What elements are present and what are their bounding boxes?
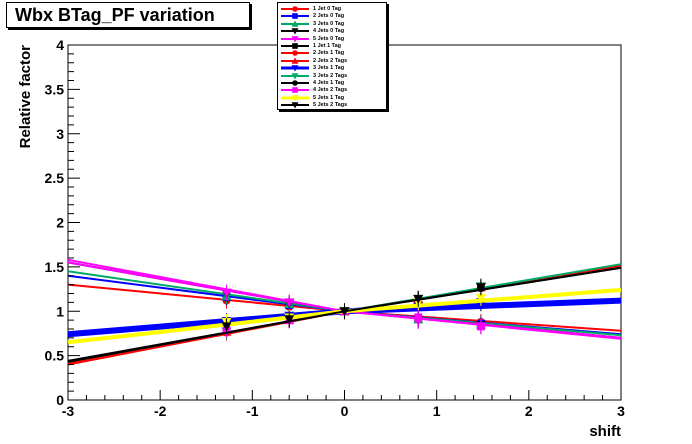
legend-swatch — [281, 43, 309, 49]
y-tick-label: 3 — [56, 126, 64, 142]
legend-swatch — [281, 80, 309, 86]
chart-title-box: Wbx BTag_PF variation — [6, 2, 250, 28]
y-tick-label: 4 — [56, 37, 64, 53]
data-point-marker — [291, 57, 299, 64]
legend-entry: 5 Jets 1 Tag — [278, 94, 386, 102]
legend-entry: 3 Jets 1 Tag — [278, 64, 386, 72]
x-tick-label: 2 — [525, 403, 533, 419]
y-tick-label: 0.5 — [45, 348, 65, 364]
legend-swatch — [281, 65, 309, 72]
data-point-marker — [291, 94, 299, 102]
y-tick-label: 0 — [56, 392, 64, 408]
legend-swatch — [281, 87, 309, 94]
legend-label: 4 Jets 1 Tag — [313, 80, 345, 86]
y-tick-label: 3.5 — [45, 81, 65, 97]
y-tick-label: 2 — [56, 215, 64, 231]
data-point-marker — [292, 50, 298, 57]
x-tick-label: 3 — [617, 403, 625, 419]
legend-entry: 2 Jets 1 Tag — [278, 49, 386, 57]
legend-entry: 2 Jets 0 Tag — [278, 12, 386, 20]
x-tick-label: -3 — [62, 403, 75, 419]
x-tick-label: -1 — [246, 403, 259, 419]
axis-layer: -3 -2 -1 0 1 2 3 0 0.5 1 1.5 2 2.5 3 3.5 4 — [45, 37, 626, 419]
y-axis-label: Relative factor — [17, 45, 34, 149]
data-point-marker — [292, 80, 298, 86]
legend-entry: 4 Jets 0 Tag — [278, 27, 386, 35]
legend-label: 4 Jets 2 Tags — [313, 87, 348, 94]
legend-swatch — [281, 20, 309, 27]
legend-swatch — [281, 50, 309, 57]
x-tick-label: -2 — [154, 403, 167, 419]
data-point-marker — [414, 313, 423, 322]
legend-entry: 5 Jets 2 Tags — [278, 101, 386, 109]
legend-swatch — [281, 72, 309, 80]
legend-label: 2 Jets 0 Tag — [313, 13, 345, 20]
legend-swatch — [281, 13, 309, 20]
legend-swatch — [281, 28, 309, 35]
y-tick-label: 2.5 — [45, 170, 65, 186]
series-layer — [67, 258, 622, 366]
legend-entry: 3 Jets 2 Tags — [278, 72, 386, 80]
data-point-marker — [339, 307, 350, 317]
data-point-marker — [292, 43, 298, 49]
series-13 — [67, 266, 622, 363]
data-point-marker — [292, 6, 298, 12]
data-point-marker — [475, 293, 486, 303]
legend-entry: 3 Jets 0 Tag — [278, 20, 386, 28]
legend: 1 Jet 0 Tag 2 Jets 0 Tag 3 Jets 0 Tag 4 Jet… — [277, 2, 387, 110]
y-tick-label: 1.5 — [45, 259, 65, 275]
data-point-marker — [476, 322, 485, 331]
legend-label: 3 Jets 1 Tag — [313, 65, 345, 72]
data-point-marker — [291, 102, 299, 109]
x-tick-label: 0 — [341, 403, 349, 419]
legend-swatch — [281, 102, 309, 109]
legend-entry: 1 Jet 1 Tag — [278, 42, 386, 50]
data-point-marker — [475, 283, 486, 293]
legend-entry: 4 Jets 2 Tags — [278, 86, 386, 94]
legend-label: 5 Jets 0 Tag — [313, 35, 345, 42]
data-point-marker — [221, 322, 232, 332]
data-point-marker — [291, 72, 299, 80]
legend-label: 3 Jets 0 Tag — [313, 20, 345, 27]
legend-label: 5 Jets 2 Tags — [313, 102, 348, 109]
data-point-marker — [291, 28, 299, 35]
legend-label: 4 Jets 0 Tag — [313, 28, 345, 35]
legend-label: 2 Jets 2 Tags — [313, 57, 348, 64]
legend-entry: 2 Jets 2 Tags — [278, 57, 386, 65]
legend-swatch — [281, 57, 309, 64]
legend-label: 1 Jet 0 Tag — [313, 6, 342, 12]
x-tick-label: 1 — [433, 403, 441, 419]
x-axis-label: shift — [589, 423, 621, 440]
legend-label: 2 Jets 1 Tag — [313, 50, 345, 57]
data-point-marker — [292, 13, 298, 20]
data-point-marker — [284, 315, 295, 325]
legend-entry: 4 Jets 1 Tag — [278, 79, 386, 87]
data-point-marker — [291, 20, 299, 27]
data-point-marker — [291, 35, 299, 43]
legend-entry: 5 Jets 0 Tag — [278, 35, 386, 43]
legend-label: 3 Jets 2 Tags — [313, 72, 348, 79]
legend-label: 1 Jet 1 Tag — [313, 43, 342, 49]
y-tick-label: 1 — [56, 303, 64, 319]
chart-title: Wbx BTag_PF variation — [15, 5, 215, 25]
legend-entry: 1 Jet 0 Tag — [278, 5, 386, 13]
legend-swatch — [281, 94, 309, 102]
legend-swatch — [281, 6, 309, 12]
legend-label: 5 Jets 1 Tag — [313, 94, 345, 101]
data-point-marker — [413, 294, 424, 304]
legend-swatch — [281, 35, 309, 43]
data-point-marker — [292, 87, 298, 94]
data-point-marker — [291, 65, 299, 72]
